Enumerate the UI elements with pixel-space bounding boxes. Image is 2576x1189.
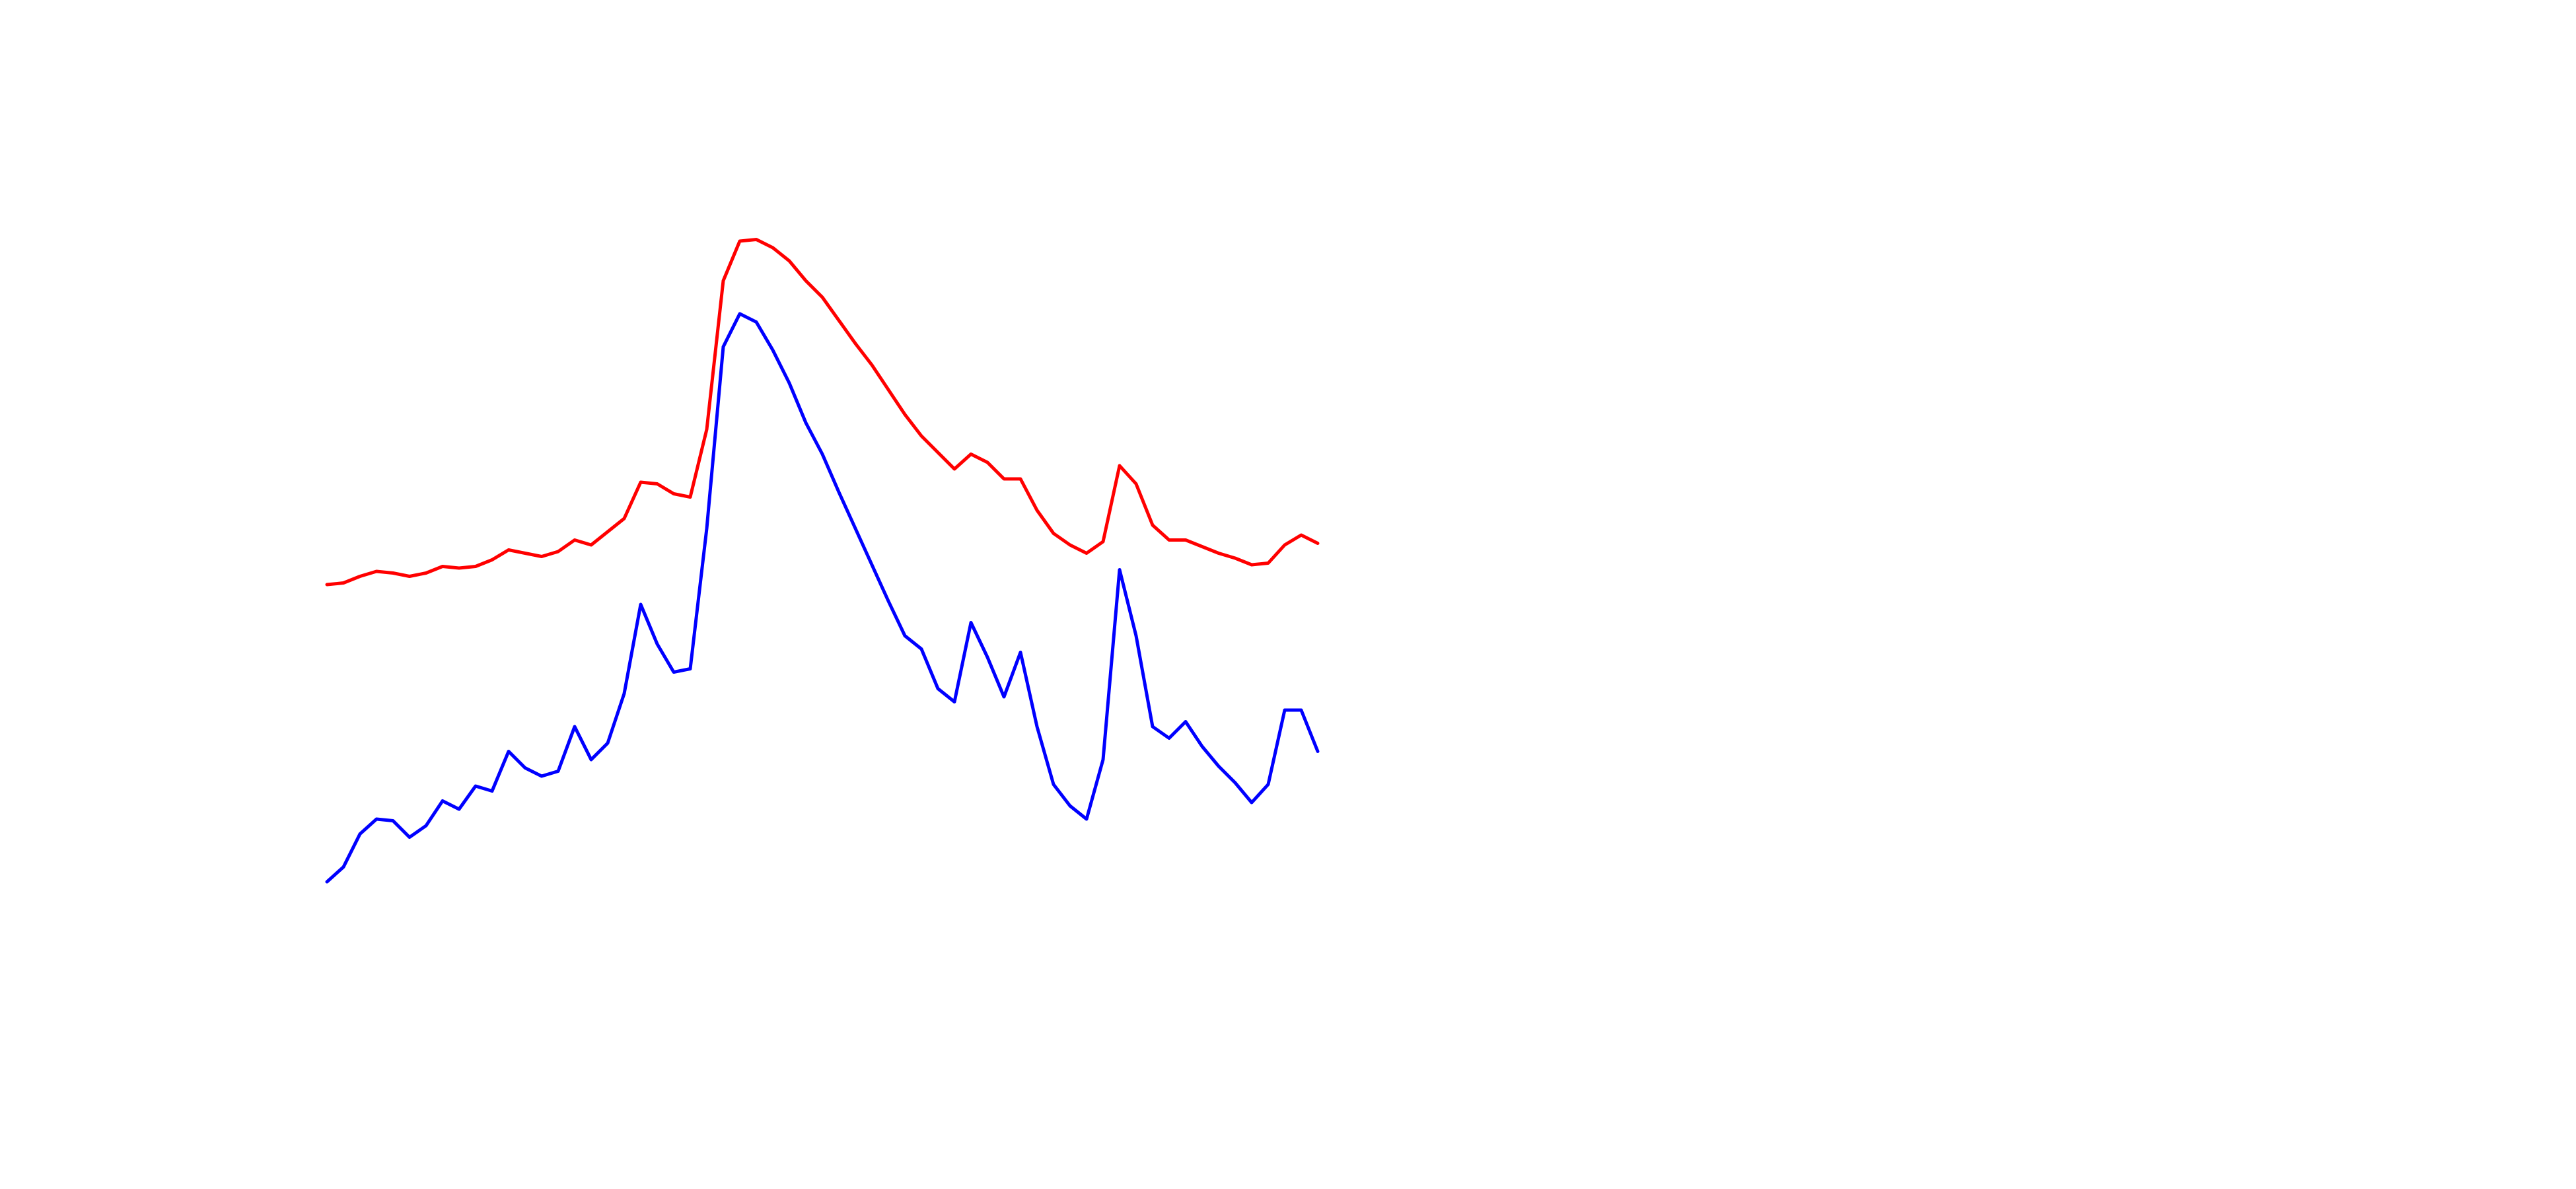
series-line (325, 238, 1320, 587)
series-line (325, 312, 1320, 884)
